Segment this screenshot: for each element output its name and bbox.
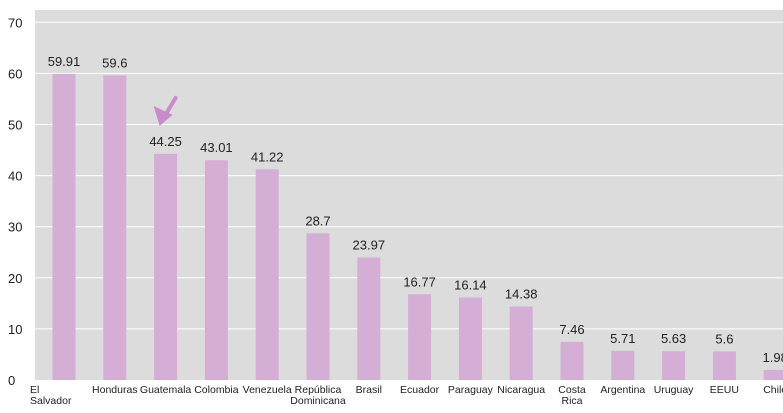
data-label: 28.7 (305, 213, 330, 228)
y-tick-label: 10 (8, 322, 22, 337)
y-tick-label: 60 (8, 66, 22, 81)
bar (204, 160, 228, 380)
bar (509, 306, 533, 380)
bar (255, 169, 279, 380)
x-tick-label: Paraguay (448, 384, 494, 396)
data-label: 23.97 (353, 238, 386, 253)
y-tick-label: 50 (8, 118, 22, 133)
arrow-head (153, 105, 173, 126)
data-label: 16.77 (403, 274, 436, 289)
x-tick-label: Costa Rica (558, 384, 586, 407)
data-label: 5.6 (715, 331, 733, 346)
y-tick-label: 40 (8, 169, 22, 184)
x-tick-label: Brasil (356, 384, 382, 396)
x-tick-label: Uruguay (654, 384, 694, 396)
value-labels: 59.91 59.6 44.25 43.01 41.22 28.7 23.97 16.77 16… (48, 54, 783, 365)
bars (52, 73, 783, 381)
bar (408, 294, 432, 380)
bar (560, 341, 584, 380)
bar (52, 73, 76, 381)
bar (154, 153, 178, 380)
x-tick-label: República Dominicana (290, 384, 346, 407)
bar (712, 351, 736, 380)
x-tick-label: Guatemala (140, 384, 192, 396)
data-label: 41.22 (251, 149, 284, 164)
bar (357, 257, 381, 380)
bar (763, 369, 783, 380)
x-tick-label: El Salvador (30, 384, 72, 407)
y-tick-label: 30 (8, 220, 22, 235)
data-label: 43.01 (200, 140, 233, 155)
data-label: 44.25 (149, 134, 182, 149)
y-tick-label: 70 (8, 15, 22, 30)
data-label: 14.38 (505, 287, 538, 302)
x-tick-label: Nicaragua (497, 384, 545, 396)
data-label: 7.46 (559, 322, 584, 337)
bar (611, 350, 635, 380)
x-tick-label: Ecuador (400, 384, 440, 396)
data-label: 5.71 (610, 331, 635, 346)
data-label: 1.98 (763, 350, 783, 365)
x-tick-label: Colombia (194, 384, 239, 396)
bar (458, 297, 482, 380)
x-tick-label: EEUU (710, 384, 739, 396)
highlight-arrow-icon (153, 95, 178, 126)
data-label: 16.14 (454, 278, 487, 293)
x-tick-label: Chile (763, 384, 783, 396)
y-tick-label: 0 (8, 373, 15, 388)
y-axis-ticks: 0 10 20 30 40 50 60 70 (8, 15, 22, 388)
bar (306, 233, 330, 380)
x-axis-labels: El Salvador Honduras Guatemala Colombia Venez… (30, 384, 783, 407)
x-tick-label: Honduras (92, 384, 138, 396)
y-tick-label: 20 (8, 271, 22, 286)
data-label: 59.91 (48, 54, 81, 69)
x-tick-label: Argentina (600, 384, 645, 396)
bar (103, 75, 127, 380)
data-label: 59.6 (102, 55, 127, 70)
x-tick-label: Venezuela (243, 384, 292, 396)
bar (662, 351, 686, 380)
data-label: 5.63 (661, 331, 686, 346)
